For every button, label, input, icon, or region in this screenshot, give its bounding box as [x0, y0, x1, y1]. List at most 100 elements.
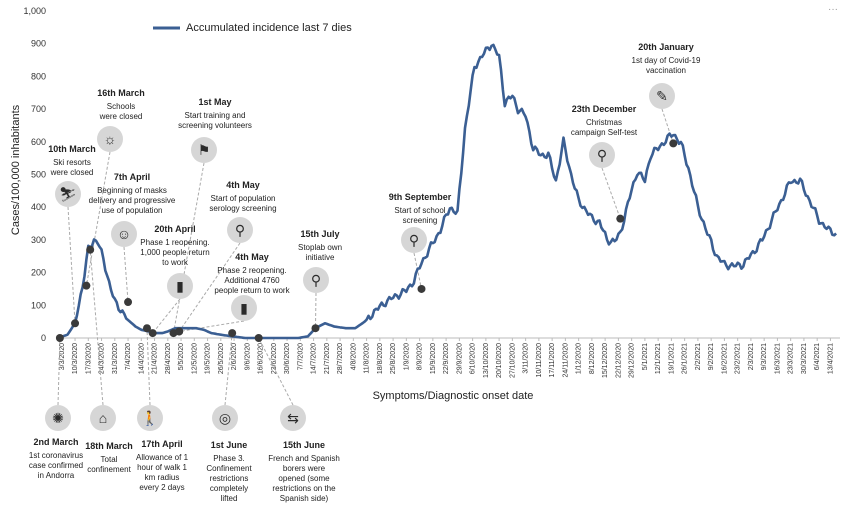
annotation-badge[interactable]	[45, 405, 71, 431]
event-marker[interactable]	[142, 324, 151, 333]
x-tick-label: 9/2/2021	[708, 343, 715, 370]
annotation-badge[interactable]	[227, 217, 253, 243]
annotation-text: were closed	[99, 112, 143, 121]
annotation-badge[interactable]	[167, 273, 193, 299]
annotation-badge[interactable]	[111, 221, 137, 247]
annotation-badge[interactable]	[280, 405, 306, 431]
annotation-text: in Andorra	[38, 471, 75, 480]
signpost-icon: ⇆	[287, 410, 299, 426]
event-marker[interactable]	[669, 139, 678, 148]
event-marker[interactable]	[82, 281, 91, 290]
annotation-badge[interactable]	[303, 267, 329, 293]
x-tick-label: 31/3/2020	[112, 343, 119, 374]
x-tick-label: 26/5/2020	[218, 343, 225, 374]
annotation-ann-20-april: ▮ 20th April Phase 1 reopening.1,000 peopl…	[140, 224, 210, 299]
growth-chart-icon: ▮	[240, 300, 248, 316]
x-tick-label: 2/2/2021	[695, 343, 702, 370]
annotation-badge[interactable]	[401, 227, 427, 253]
x-tick-label: 2/3/2021	[748, 343, 755, 370]
y-tick-label: 600	[31, 137, 46, 147]
annotation-text: Phase 1 reopening.	[140, 238, 209, 247]
annotation-text: lifted	[221, 494, 238, 503]
x-tick-label: 15/12/2020	[602, 343, 609, 378]
event-marker[interactable]	[148, 329, 157, 338]
x-axis: 3/3/2020 10/3/2020 17/3/2020 24/3/2020 31/3/…	[59, 338, 834, 378]
flag-icon: ⚑	[198, 142, 211, 158]
event-marker[interactable]	[311, 324, 320, 333]
y-tick-label: 700	[31, 104, 46, 114]
x-tick-label: 23/6/2020	[271, 343, 278, 374]
y-axis-title: Cases/100,000 inhabitants	[10, 104, 22, 235]
legend: Accumulated incidence last 7 dies	[153, 22, 352, 34]
event-marker[interactable]	[71, 319, 80, 328]
annotation-ann-20-january: ✎ 20th January 1st day of Covid-19vaccinat…	[632, 42, 701, 109]
annotation-badge[interactable]	[191, 137, 217, 163]
x-tick-label: 1/9/2020	[403, 343, 410, 370]
x-tick-label: 4/8/2020	[350, 343, 357, 370]
annotation-badge[interactable]	[55, 181, 81, 207]
annotation-text: 1st day of Covid-19	[632, 56, 701, 65]
event-marker[interactable]	[254, 334, 263, 342]
x-tick-label: 1/12/2020	[576, 343, 583, 374]
annotation-date: 15th July	[300, 229, 339, 239]
annotation-text: Start of population	[211, 194, 276, 203]
annotation-text: vaccination	[646, 66, 686, 75]
x-tick-label: 14/4/2020	[138, 343, 145, 374]
event-marker[interactable]	[124, 298, 133, 307]
annotation-connectors	[57, 108, 674, 406]
annotation-text: were closed	[50, 168, 94, 177]
search-icon: ⚲	[311, 272, 321, 288]
annotation-date: 2nd March	[33, 437, 78, 447]
annotation-badge[interactable]	[90, 405, 116, 431]
event-marker[interactable]	[55, 334, 64, 342]
x-tick-label: 19/1/2021	[668, 343, 675, 374]
x-tick-label: 23/2/2021	[735, 343, 742, 374]
connector-ann-15-july	[314, 292, 317, 329]
annotation-markers	[55, 139, 678, 342]
more-options-dots[interactable]: ···	[828, 4, 838, 15]
annotation-date: 4th May	[235, 252, 269, 262]
annotation-badge[interactable]	[212, 405, 238, 431]
annotation-badge[interactable]	[589, 142, 615, 168]
annotation-ann-1-june: ◎ 1st June Phase 3.Confinementrestrictions…	[206, 405, 252, 503]
annotation-badge[interactable]	[137, 405, 163, 431]
annotation-text: Phase 3.	[213, 454, 245, 463]
connector-ann-7-april	[123, 246, 129, 303]
x-tick-label: 13/4/2021	[827, 343, 834, 374]
x-tick-label: 8/9/2020	[417, 343, 424, 370]
annotation-text: Spanish side)	[280, 494, 329, 503]
target-icon: ◎	[219, 410, 231, 426]
annotation-text: screening	[403, 216, 438, 225]
annotation-badge[interactable]	[231, 295, 257, 321]
annotation-text: Start training and	[185, 111, 246, 120]
x-tick-label: 21/7/2020	[324, 343, 331, 374]
x-tick-label: 26/1/2021	[682, 343, 689, 374]
event-marker[interactable]	[228, 329, 237, 338]
annotation-text: Stoplab own	[298, 243, 342, 252]
event-marker[interactable]	[616, 214, 625, 223]
connector-ann-4-may-a	[178, 242, 241, 332]
annotation-badge[interactable]	[649, 83, 675, 109]
annotation-text: people return to work	[214, 286, 290, 295]
event-marker[interactable]	[86, 245, 95, 254]
event-marker[interactable]	[417, 284, 426, 293]
y-tick-label: 500	[31, 170, 46, 180]
event-marker[interactable]	[175, 327, 184, 336]
x-tick-label: 30/6/2020	[284, 343, 291, 374]
annotation-date: 17th April	[141, 439, 182, 449]
search-icon: ⚲	[409, 232, 419, 248]
x-tick-label: 13/10/2020	[483, 343, 490, 378]
x-tick-label: 16/6/2020	[258, 343, 265, 374]
annotation-badge[interactable]	[97, 126, 123, 152]
annotation-date: 1st May	[198, 97, 231, 107]
annotation-text: 1st coronavirus	[29, 451, 83, 460]
annotation-text: 1,000 people return	[140, 248, 209, 257]
walker-icon: 🚶	[141, 410, 158, 427]
connector-ann-17-april	[146, 328, 151, 406]
x-tick-label: 16/3/2021	[774, 343, 781, 374]
x-tick-label: 16/2/2021	[721, 343, 728, 374]
annotation-text: restrictions	[210, 474, 249, 483]
x-tick-label: 18/8/2020	[377, 343, 384, 374]
